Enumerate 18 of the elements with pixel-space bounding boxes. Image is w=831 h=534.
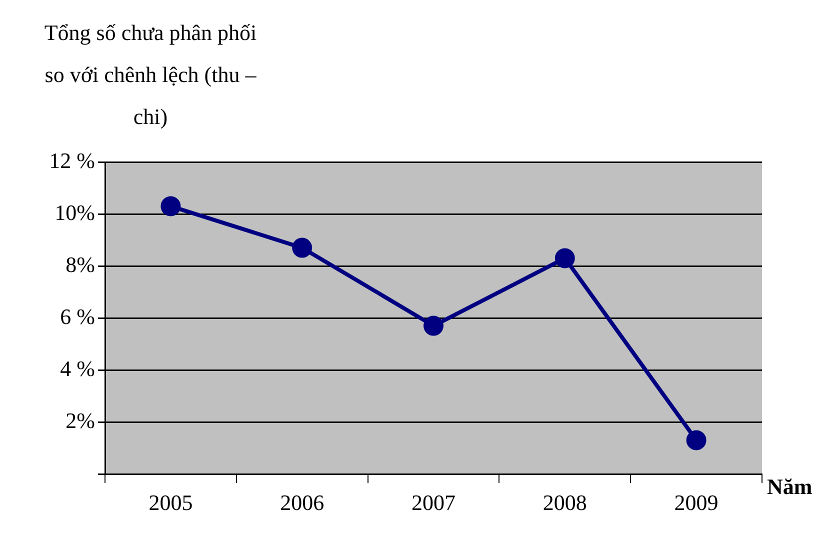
x-tick-label: 2008 xyxy=(542,490,587,515)
x-tick-label: 2006 xyxy=(280,490,324,515)
point xyxy=(424,316,444,336)
point xyxy=(554,248,575,268)
y-tick-label: 10% xyxy=(54,200,95,225)
y-tick-label: 8% xyxy=(66,252,95,277)
point xyxy=(160,196,181,216)
x-tick-label: 2007 xyxy=(412,490,456,515)
x-axis-title: Năm xyxy=(767,474,812,500)
y-tick-label: 4 % xyxy=(60,356,95,381)
x-tick-label: 2005 xyxy=(148,490,193,515)
point xyxy=(292,238,312,258)
y-axis-title: Tổng số chưa phân phối so với chênh lệch (thu – chi) xyxy=(43,19,258,131)
point xyxy=(686,430,706,450)
y-tick-label: 12 % xyxy=(49,148,95,173)
x-tick-label: 2009 xyxy=(674,490,718,515)
y-tick-label: 6 % xyxy=(60,304,95,329)
y-tick-label: 2% xyxy=(66,408,95,433)
